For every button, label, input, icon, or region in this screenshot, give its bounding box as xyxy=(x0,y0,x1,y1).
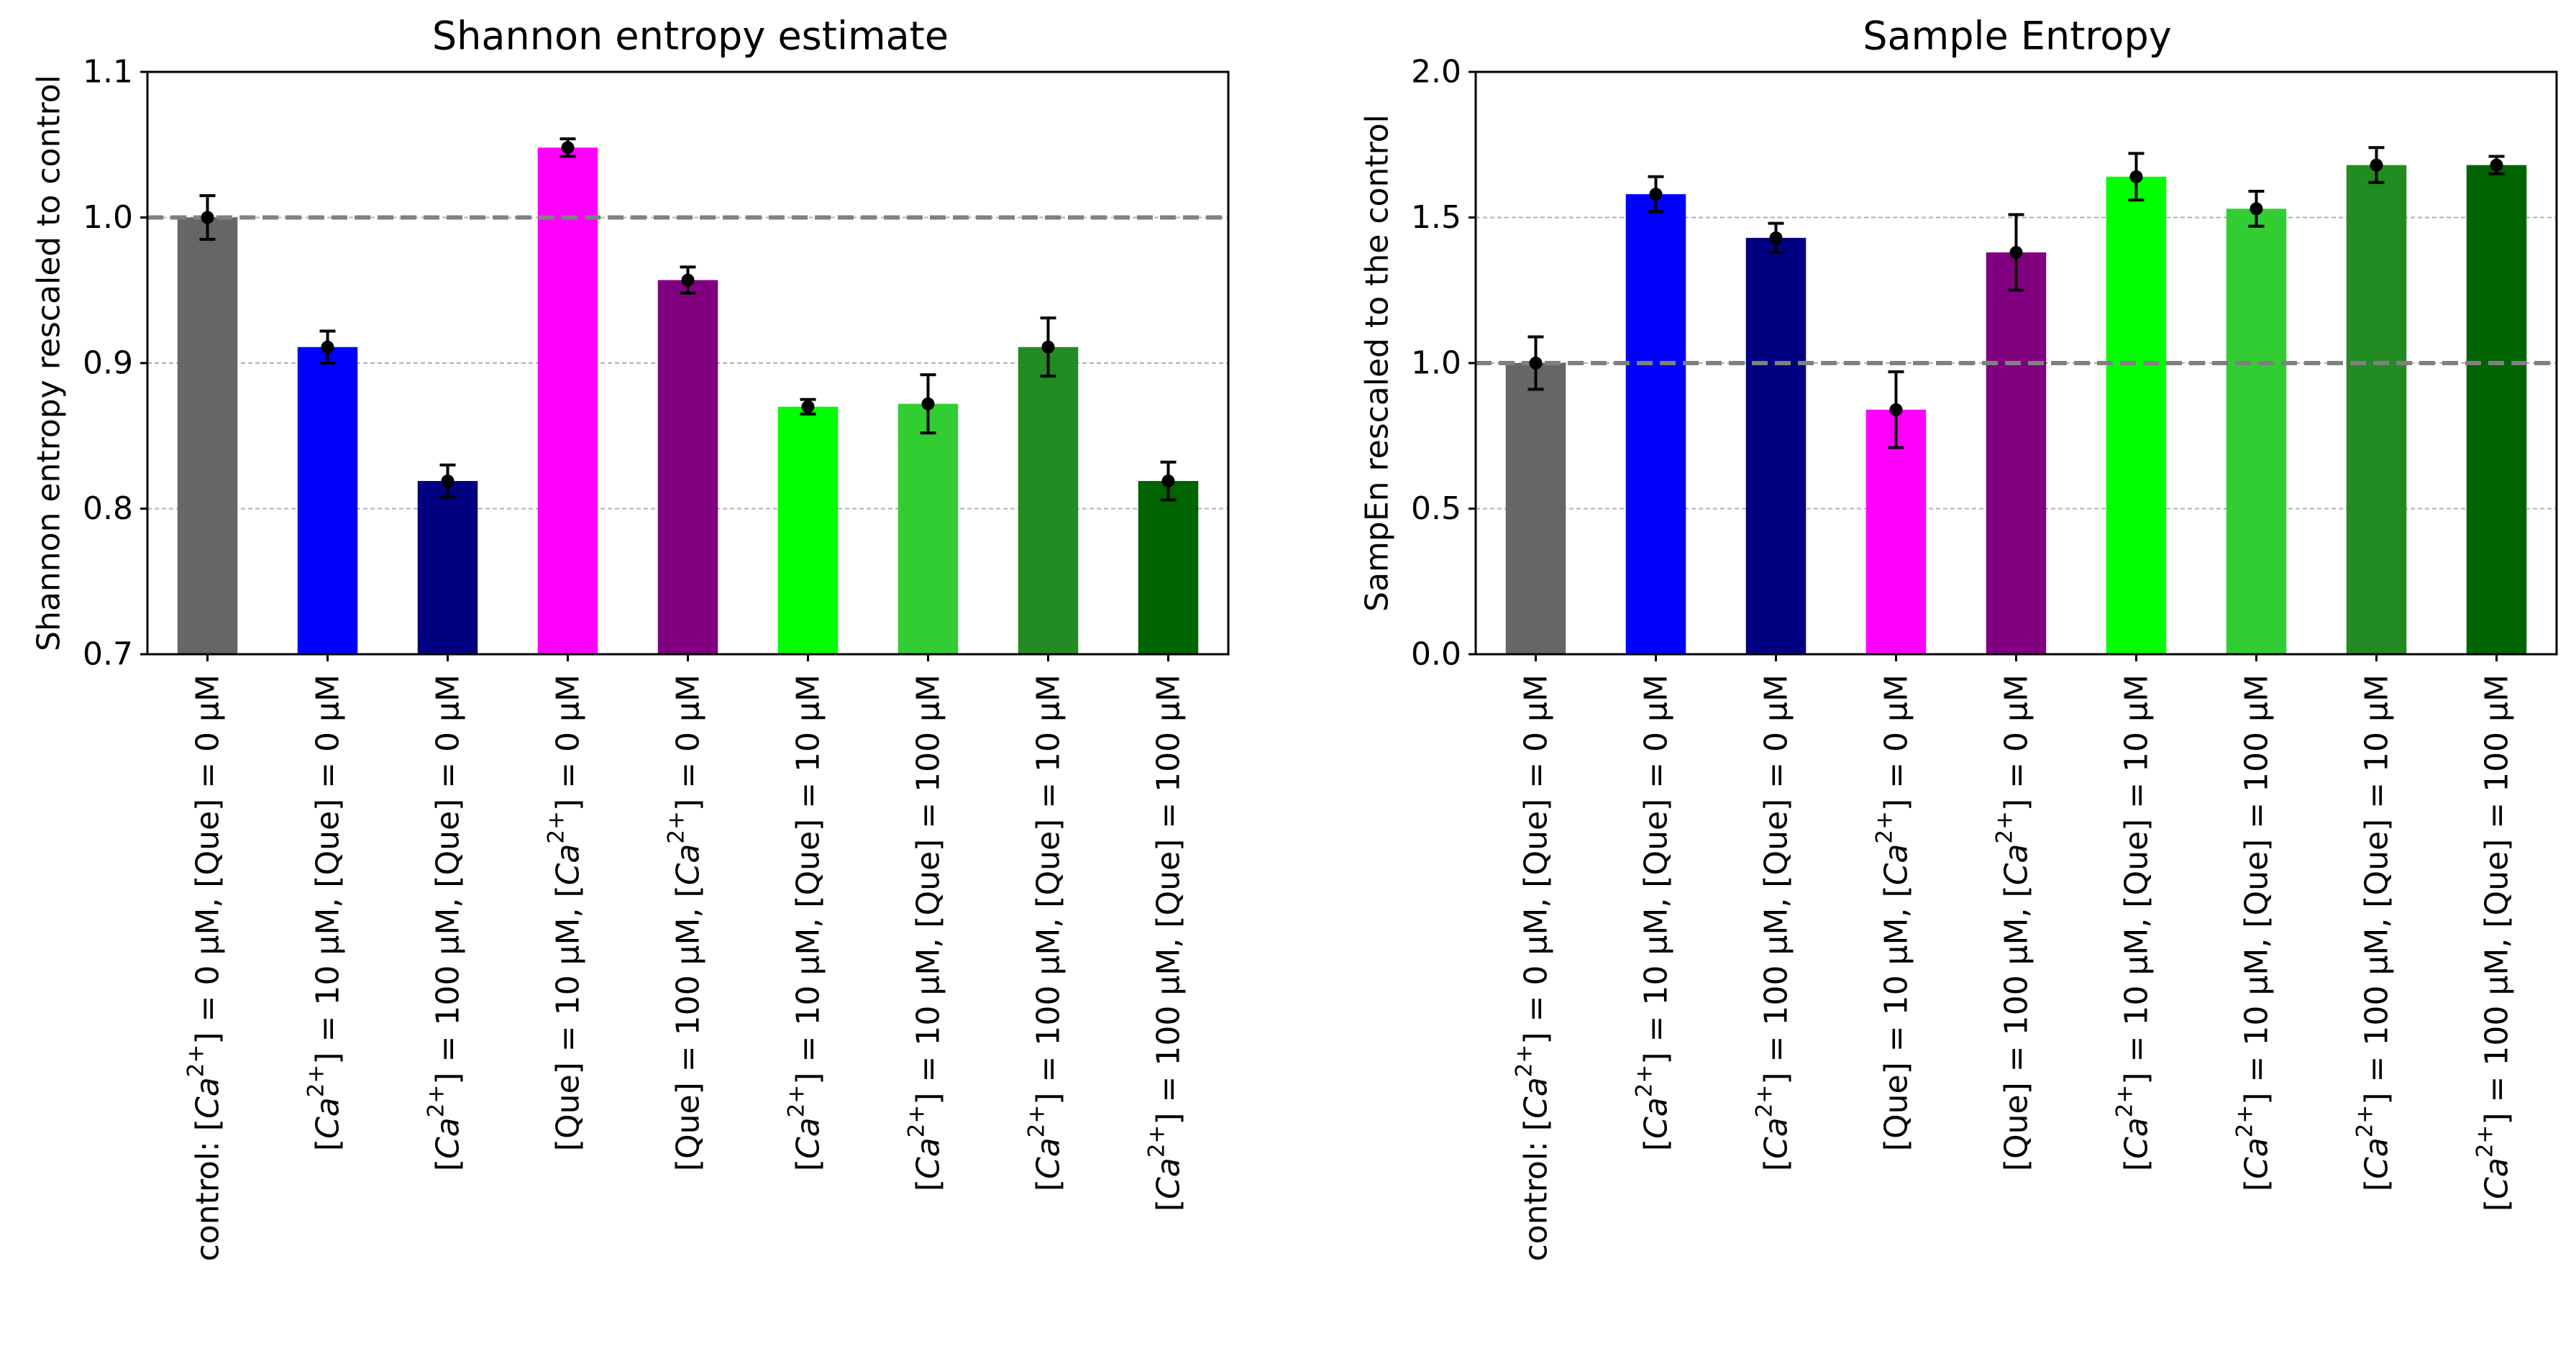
bar xyxy=(1986,252,2047,655)
bar xyxy=(1505,363,1566,654)
bar xyxy=(1138,481,1199,654)
data-point xyxy=(1161,475,1175,488)
bar xyxy=(2106,176,2167,655)
chart-title: Shannon entropy estimate xyxy=(432,14,949,59)
chart-panel-2: 0.0 0.5 1.0 1.5 2.0 control: [Ca2+] = 0 μM, [… xyxy=(1359,14,2558,1262)
xtick-label: [Ca2+] = 10 μM, [Que] = 100 μM xyxy=(2232,674,2275,1191)
ytick-label: 0.9 xyxy=(83,345,133,382)
bar xyxy=(2346,165,2407,655)
chart-title: Sample Entropy xyxy=(1863,14,2171,59)
data-point xyxy=(201,211,214,224)
xtick-label: [Que] = 100 μM, [Ca2+] = 0 μM xyxy=(664,674,707,1171)
data-point xyxy=(1649,188,1663,201)
ytick-label: 0.8 xyxy=(83,490,133,527)
data-point xyxy=(921,397,935,411)
xtick-label: [Ca2+] = 100 μM, [Que] = 0 μM xyxy=(424,674,467,1171)
bar xyxy=(297,347,358,654)
bar xyxy=(1625,194,1686,655)
y-axis-label: Shannon entropy rescaled to control xyxy=(31,75,68,651)
data-point xyxy=(2490,158,2503,172)
xtick-label: [Que] = 10 μM, [Ca2+] = 0 μM xyxy=(544,674,587,1151)
bar xyxy=(177,217,238,654)
bar xyxy=(657,280,718,654)
xtick-label: [Ca2+] = 100 μM, [Que] = 10 μM xyxy=(1024,674,1067,1191)
bar xyxy=(2466,165,2527,655)
xtick-label: [Ca2+] = 100 μM, [Que] = 100 μM xyxy=(2472,674,2516,1211)
y-axis-label: SampEn rescaled to the control xyxy=(1359,114,1396,612)
bar xyxy=(1865,409,1927,654)
bar xyxy=(537,147,598,655)
data-point xyxy=(561,141,575,155)
bar xyxy=(777,406,839,654)
xtick-label: [Ca2+] = 100 μM, [Que] = 100 μM xyxy=(1144,674,1187,1211)
bar xyxy=(2226,208,2287,655)
ytick-label: 0.7 xyxy=(83,636,133,673)
data-point xyxy=(1041,340,1055,354)
bar xyxy=(898,403,959,654)
xtick-label: [Ca2+] = 100 μM, [Que] = 10 μM xyxy=(2352,674,2395,1191)
xtick-label: control: [Ca2+] = 0 μM, [Que] = 0 μM xyxy=(1512,674,1555,1262)
xtick-label: [Ca2+] = 10 μM, [Que] = 0 μM xyxy=(303,674,347,1151)
chart-panel-1: 0.7 0.8 0.9 1.0 1.1 control: [Ca2+] = 0 μM, [… xyxy=(31,14,1230,1262)
data-point xyxy=(1769,231,1783,244)
ytick-label: 1.1 xyxy=(83,54,133,91)
data-point xyxy=(2009,246,2023,260)
data-point xyxy=(2370,158,2383,172)
ytick-label: 2.0 xyxy=(1411,54,1461,91)
xtick-label: [Ca2+] = 10 μM, [Que] = 0 μM xyxy=(1632,674,1675,1151)
ytick-label: 0.0 xyxy=(1411,636,1461,673)
data-point xyxy=(1529,357,1543,370)
data-point xyxy=(681,273,695,287)
data-point xyxy=(2250,202,2263,216)
data-point xyxy=(1889,403,1903,416)
bar xyxy=(417,481,478,654)
data-point xyxy=(321,340,334,354)
bar xyxy=(1018,347,1079,654)
ytick-label: 0.5 xyxy=(1411,490,1461,527)
xtick-label: [Ca2+] = 10 μM, [Que] = 10 μM xyxy=(2112,674,2155,1171)
xtick-label: [Que] = 100 μM, [Ca2+] = 0 μM xyxy=(1992,674,2035,1171)
xtick-label: [Ca2+] = 10 μM, [Que] = 10 μM xyxy=(784,674,827,1171)
ytick-label: 1.5 xyxy=(1411,199,1461,236)
xtick-label: [Ca2+] = 100 μM, [Que] = 0 μM xyxy=(1752,674,1795,1171)
ytick-label: 1.0 xyxy=(1411,345,1461,382)
data-point xyxy=(801,400,815,413)
xtick-label: control: [Ca2+] = 0 μM, [Que] = 0 μM xyxy=(183,674,227,1262)
bar xyxy=(1745,237,1807,655)
xtick-label: [Ca2+] = 10 μM, [Que] = 100 μM xyxy=(904,674,947,1191)
data-point xyxy=(441,475,455,488)
ytick-label: 1.0 xyxy=(83,199,133,236)
data-point xyxy=(2129,170,2143,183)
xtick-label: [Que] = 10 μM, [Ca2+] = 0 μM xyxy=(1872,674,1915,1151)
